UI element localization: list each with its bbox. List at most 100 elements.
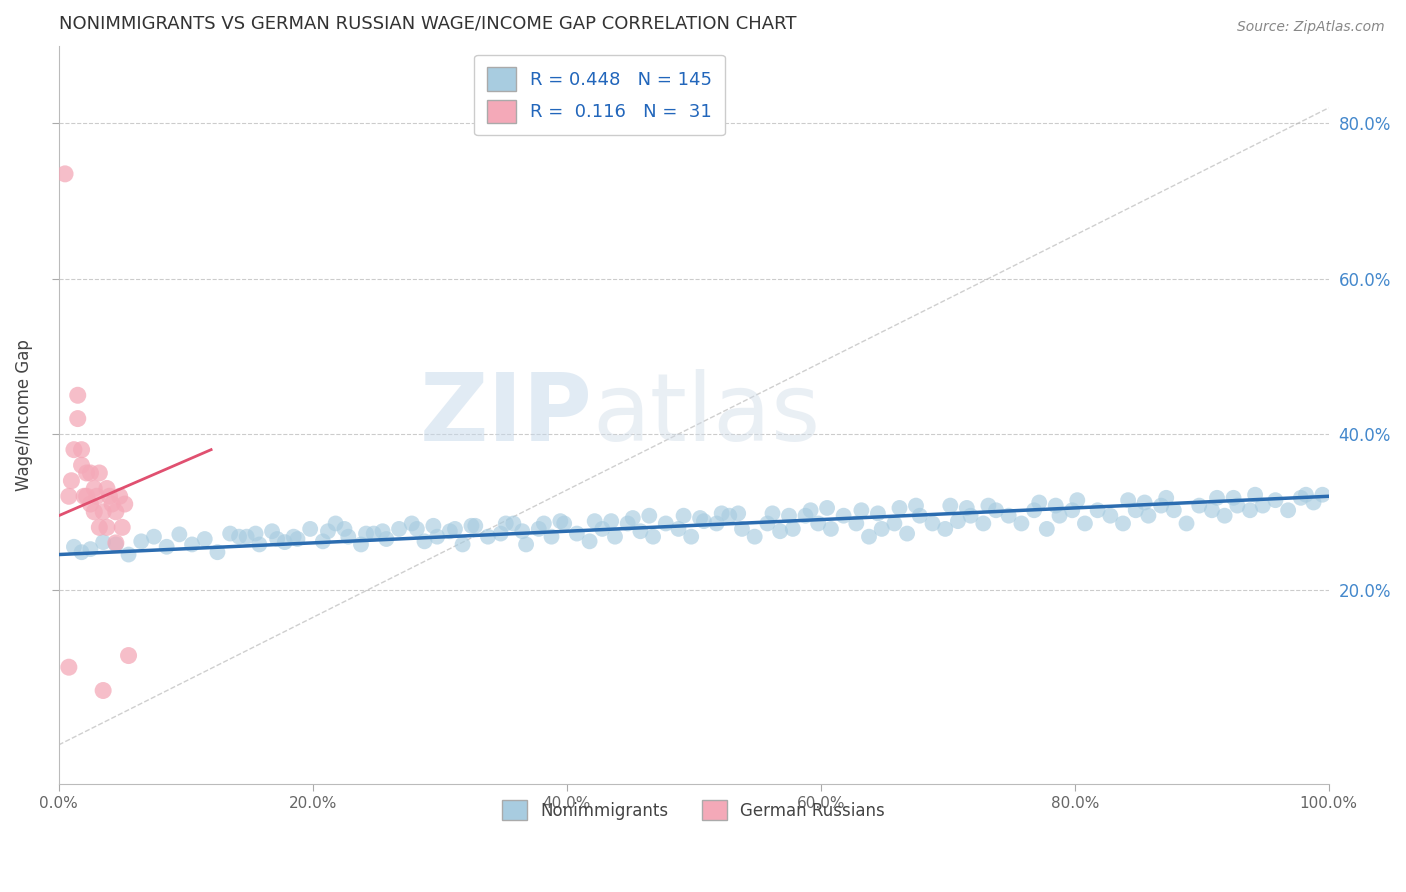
Point [515,537,537,551]
Point [76,489,98,503]
Point [718,508,741,523]
Point [337,530,360,544]
Point [832,508,855,523]
Point [616,516,638,531]
Point [1222,491,1244,505]
Point [672,508,695,523]
Point [1010,516,1032,531]
Point [997,508,1019,523]
Point [1112,516,1135,531]
Point [70,442,93,457]
Point [921,516,943,531]
Point [104,536,127,550]
Text: NONIMMIGRANTS VS GERMAN RUSSIAN WAGE/INCOME GAP CORRELATION CHART: NONIMMIGRANTS VS GERMAN RUSSIAN WAGE/INC… [59,15,796,33]
Point [1295,488,1317,502]
Point [984,503,1007,517]
Point [655,516,678,531]
Point [527,522,550,536]
Point [219,526,242,541]
Point [58,489,80,503]
Point [778,508,800,523]
Point [956,500,979,515]
Point [413,534,436,549]
Point [156,540,179,554]
Point [972,516,994,531]
Point [1024,503,1046,517]
Point [731,522,754,536]
Point [1150,499,1173,513]
Point [782,522,804,536]
Legend: Nonimmigrants, German Russians: Nonimmigrants, German Russians [496,793,891,827]
Point [316,524,339,539]
Point [1163,503,1185,517]
Point [1251,499,1274,513]
Point [1277,503,1299,517]
Point [91,535,114,549]
Point [628,524,651,539]
Point [1116,493,1139,508]
Point [1312,488,1334,502]
Point [693,514,716,528]
Point [550,514,572,528]
Point [91,505,114,519]
Point [207,545,229,559]
Point [79,542,101,557]
Point [89,520,111,534]
Point [1087,503,1109,517]
Point [83,505,105,519]
Point [727,507,749,521]
Point [794,508,817,523]
Point [354,526,377,541]
Point [1049,508,1071,523]
Point [129,534,152,549]
Point [510,524,533,539]
Point [1028,495,1050,509]
Point [401,516,423,531]
Point [502,516,524,531]
Point [1175,516,1198,531]
Point [58,660,80,674]
Point [53,167,76,181]
Point [553,516,575,531]
Point [169,527,191,541]
Point [245,526,267,541]
Point [1302,495,1324,509]
Point [1036,522,1059,536]
Point [1289,491,1312,505]
Point [371,524,394,539]
Point [870,522,893,536]
Point [959,508,981,523]
Point [63,442,86,457]
Point [101,497,124,511]
Point [228,530,250,544]
Point [477,530,499,544]
Point [405,522,427,536]
Point [194,532,217,546]
Point [1045,499,1067,513]
Point [422,518,444,533]
Point [96,482,118,496]
Text: atlas: atlas [592,368,820,460]
Point [1133,495,1156,509]
Point [904,499,927,513]
Point [858,530,880,544]
Point [350,537,373,551]
Point [489,526,512,541]
Point [181,537,204,551]
Point [1099,508,1122,523]
Point [638,508,661,523]
Point [977,499,1000,513]
Point [495,516,517,531]
Point [668,522,690,536]
Text: Source: ZipAtlas.com: Source: ZipAtlas.com [1237,20,1385,34]
Point [578,534,600,549]
Point [621,511,644,525]
Point [540,530,562,544]
Point [1264,493,1286,508]
Point [375,532,398,546]
Point [851,503,873,517]
Point [603,530,626,544]
Point [70,545,93,559]
Point [274,535,297,549]
Point [1137,508,1160,523]
